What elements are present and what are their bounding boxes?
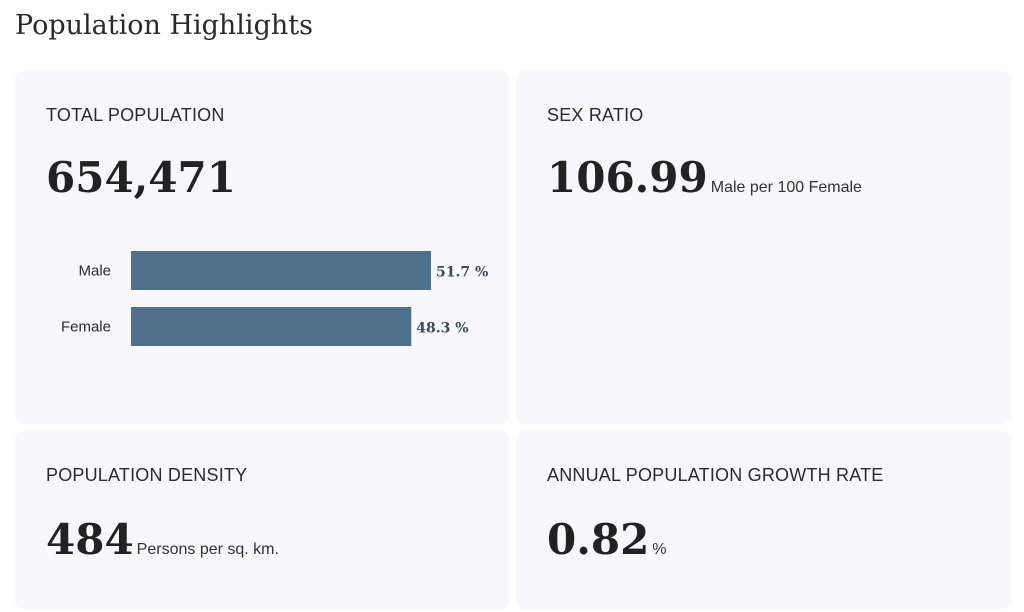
sex-distribution-chart: Male 51.7 % Female 48.3 %: [61, 251, 488, 346]
bar-female: [131, 307, 412, 346]
sex-ratio-stat: 106.99 Male per 100 Female: [547, 153, 862, 203]
bar-value-label: 48.3 %: [416, 321, 468, 337]
population-density-unit: Persons per sq. km.: [136, 541, 279, 558]
sex-ratio-label: SEX RATIO: [547, 105, 644, 125]
page-title: Population Highlights: [15, 10, 313, 41]
total-population-label: TOTAL POPULATION: [46, 105, 225, 125]
growth-rate-value: 0.82: [547, 515, 650, 564]
growth-rate-label: ANNUAL POPULATION GROWTH RATE: [547, 465, 884, 485]
population-density-card: POPULATION DENSITY 484 Persons per sq. k…: [15, 431, 509, 609]
total-population-value: 654,471: [46, 153, 236, 202]
bar-category-label: Female: [61, 319, 111, 336]
bar-value-label: 51.7 %: [436, 265, 488, 281]
bar-category-label: Male: [78, 263, 111, 280]
growth-rate-card: ANNUAL POPULATION GROWTH RATE 0.82 %: [516, 431, 1010, 609]
sex-ratio-value: 106.99: [547, 153, 708, 202]
sex-ratio-card: SEX RATIO 106.99 Male per 100 Female: [516, 71, 1010, 424]
population-density-value: 484: [46, 515, 134, 564]
sex-ratio-unit: Male per 100 Female: [710, 179, 862, 196]
population-density-stat: 484 Persons per sq. km.: [46, 515, 279, 565]
total-population-stat: 654,471: [46, 153, 236, 203]
bar-male: [131, 251, 431, 290]
total-population-card: TOTAL POPULATION 654,471 Male 51.7 % Femal…: [15, 71, 509, 424]
population-density-label: POPULATION DENSITY: [46, 465, 248, 485]
growth-rate-unit: %: [652, 541, 667, 558]
growth-rate-stat: 0.82 %: [547, 515, 667, 565]
